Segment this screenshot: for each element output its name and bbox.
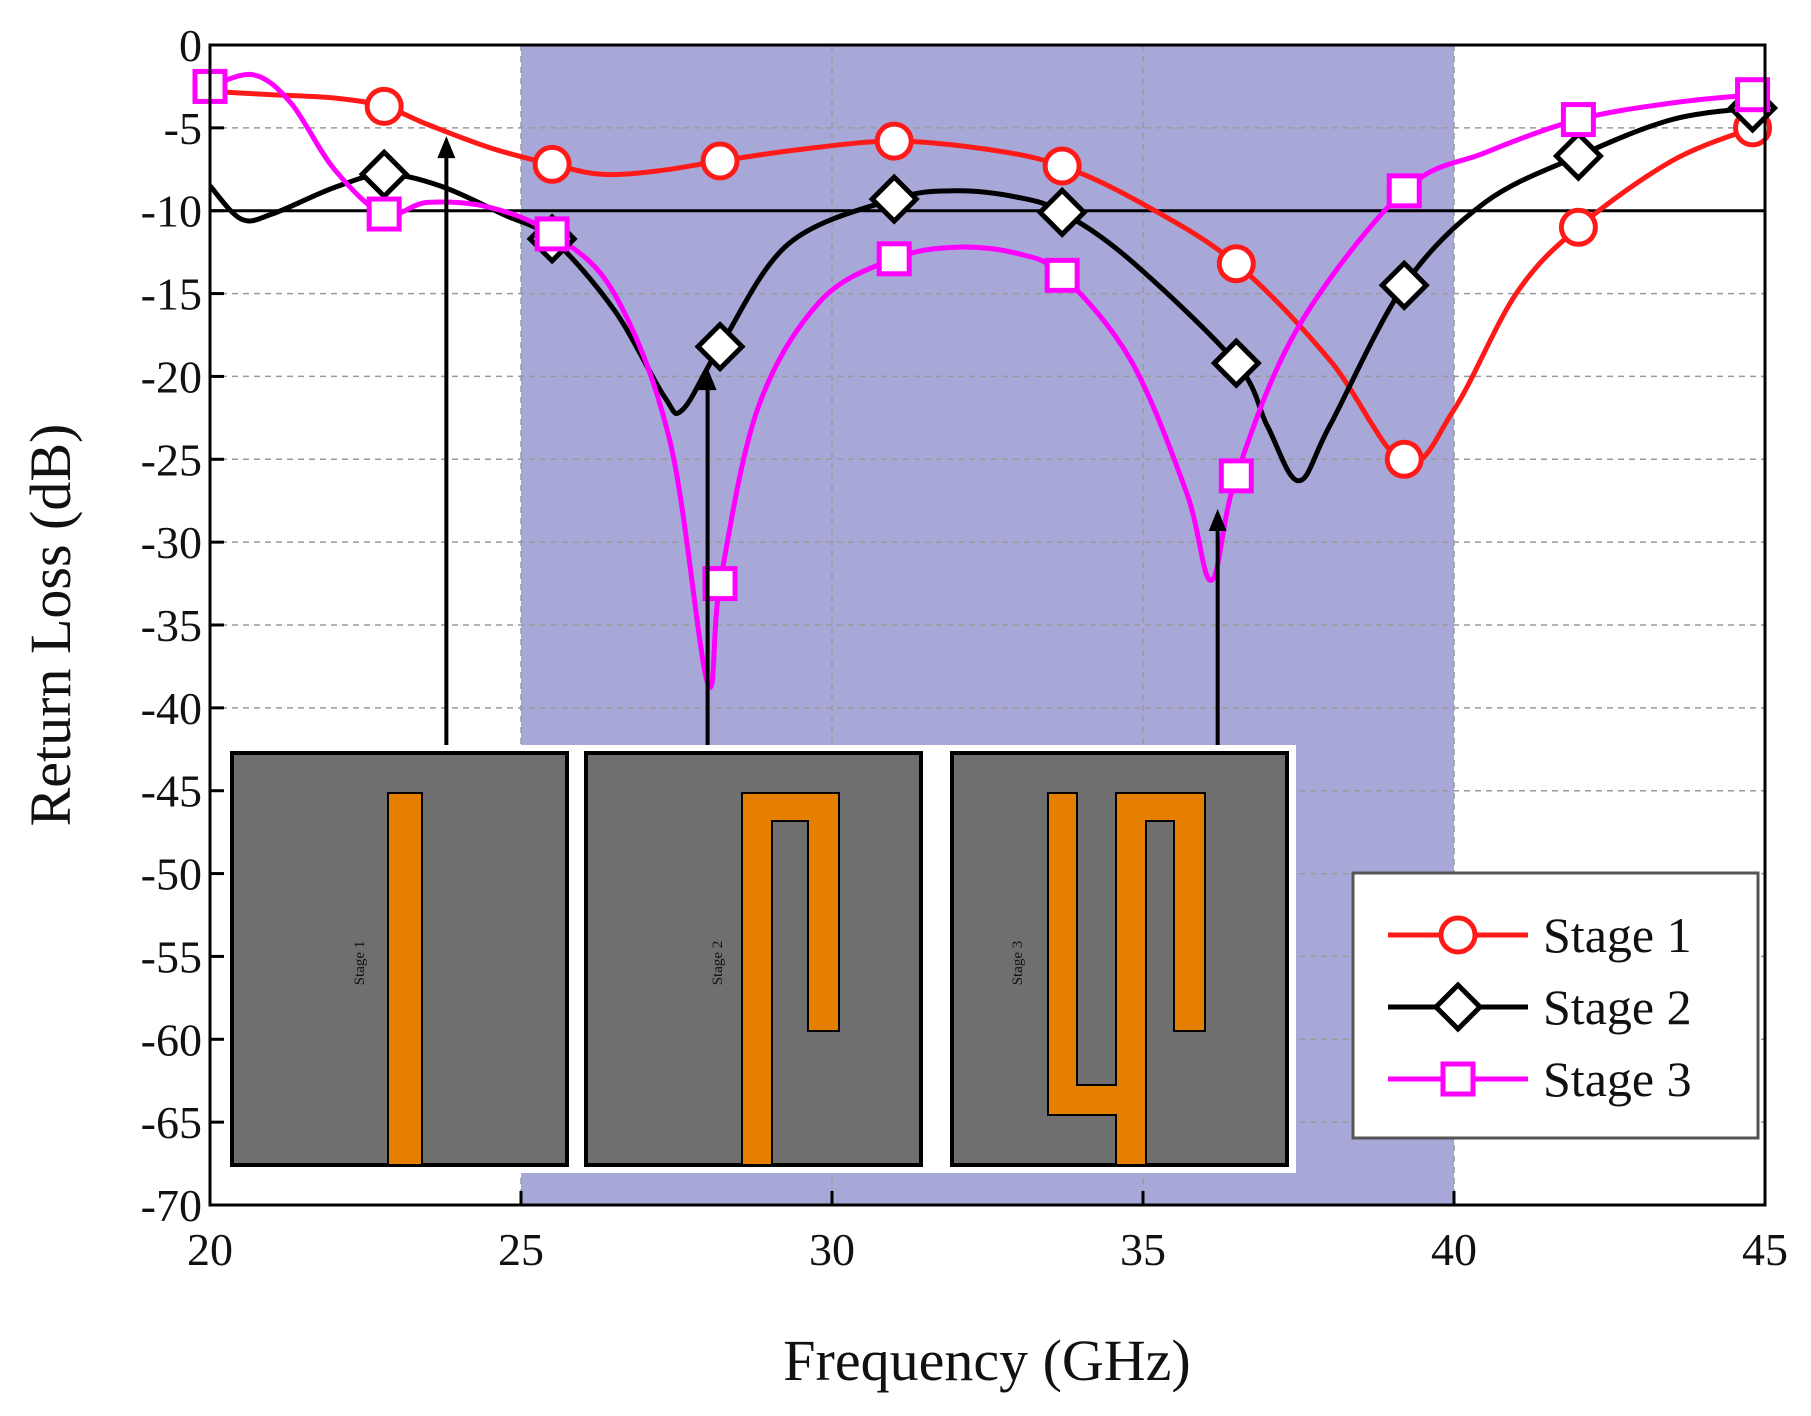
- x-tick-label: 20: [187, 1224, 233, 1275]
- arrow-head-2: [698, 368, 717, 391]
- arrow-head-1: [437, 136, 456, 159]
- inset-stage-2: Stage 2: [584, 751, 923, 1167]
- y-tick-label: -40: [141, 683, 202, 734]
- marker-stage-1: [364, 86, 404, 126]
- inset-label: Stage 1: [352, 941, 368, 986]
- y-tick-label: -70: [141, 1180, 202, 1231]
- marker-stage-3: [534, 216, 570, 252]
- marker-stage-3: [366, 196, 402, 232]
- inset-metal-strip: [1047, 792, 1206, 1166]
- y-tick-label: -5: [164, 103, 202, 154]
- y-tick-label: -25: [141, 434, 202, 485]
- y-tick-label: -50: [141, 849, 202, 900]
- x-tick-label: 25: [498, 1224, 544, 1275]
- x-tick-label: 45: [1742, 1224, 1788, 1275]
- legend-label-stage-1: Stage 1: [1543, 907, 1692, 963]
- marker-stage-2: [1378, 259, 1430, 311]
- marker-stage-1: [874, 121, 914, 161]
- marker-stage-3: [876, 241, 912, 277]
- marker-stage-2: [1552, 130, 1604, 182]
- marker-stage-1: [1042, 146, 1082, 186]
- inset-stage-3: Stage 3: [950, 751, 1289, 1167]
- inset-stage-1: Stage 1: [230, 751, 569, 1167]
- marker-stage-1: [1384, 439, 1424, 479]
- legend-label-stage-2: Stage 2: [1543, 979, 1692, 1035]
- marker-stage-3: [702, 566, 738, 602]
- marker-stage-1: [532, 144, 572, 184]
- marker-stage-1: [700, 141, 740, 181]
- y-tick-label: -10: [141, 186, 202, 237]
- x-tick-label: 35: [1120, 1224, 1166, 1275]
- series-markers: [192, 68, 1779, 602]
- marker-stage-1: [1558, 207, 1598, 247]
- legend: Stage 1 Stage 2 Stage 3: [1351, 871, 1760, 1140]
- marker-stage-2: [868, 173, 920, 225]
- y-tick-label: -45: [141, 766, 202, 817]
- x-tick-label: 40: [1431, 1224, 1477, 1275]
- axis-ticks: 20 25 30 35 40 45 0 -5 -10 -15 -20 -25 -30 -35 -40 -45 -…: [141, 20, 1788, 1275]
- marker-stage-3: [1386, 173, 1422, 209]
- y-tick-label: -65: [141, 1097, 202, 1148]
- marker-stage-1: [1216, 244, 1256, 284]
- legend-marker-stage-3: [1440, 1061, 1476, 1097]
- y-tick-label: -35: [141, 600, 202, 651]
- marker-stage-2: [358, 148, 410, 200]
- x-axis-title: Frequency (GHz): [783, 1328, 1190, 1393]
- series-line-stage-3: [210, 71, 1753, 690]
- y-tick-label: -15: [141, 269, 202, 320]
- legend-marker-stage-1: [1438, 915, 1478, 955]
- x-tick-label: 30: [809, 1224, 855, 1275]
- inset-label: Stage 3: [1010, 941, 1026, 986]
- y-tick-label: -30: [141, 517, 202, 568]
- legend-label-stage-3: Stage 3: [1543, 1051, 1692, 1107]
- inset-metal-strip: [741, 792, 840, 1166]
- series-line-stage-1: [210, 88, 1754, 467]
- inset-images: Stage 1 Stage 2 Stage 3: [224, 745, 1296, 1173]
- marker-stage-2: [1036, 186, 1088, 238]
- y-tick-label: -55: [141, 931, 202, 982]
- y-tick-label: -20: [141, 351, 202, 402]
- y-axis-title: Return Loss (dB): [18, 424, 83, 827]
- arrow-head-3: [1208, 509, 1227, 531]
- y-tick-label: 0: [179, 20, 202, 71]
- annotation-arrows: [437, 136, 1227, 750]
- marker-stage-3: [1735, 77, 1771, 113]
- legend-marker-stage-2: [1432, 981, 1484, 1033]
- inset-label: Stage 2: [710, 941, 726, 986]
- marker-stage-3: [1044, 257, 1080, 293]
- y-tick-label: -60: [141, 1014, 202, 1065]
- marker-stage-2: [1210, 337, 1262, 389]
- marker-stage-2: [694, 321, 746, 373]
- marker-stage-3: [1218, 458, 1254, 494]
- marker-stage-3: [1560, 102, 1596, 138]
- inset-metal-strip: [387, 792, 423, 1166]
